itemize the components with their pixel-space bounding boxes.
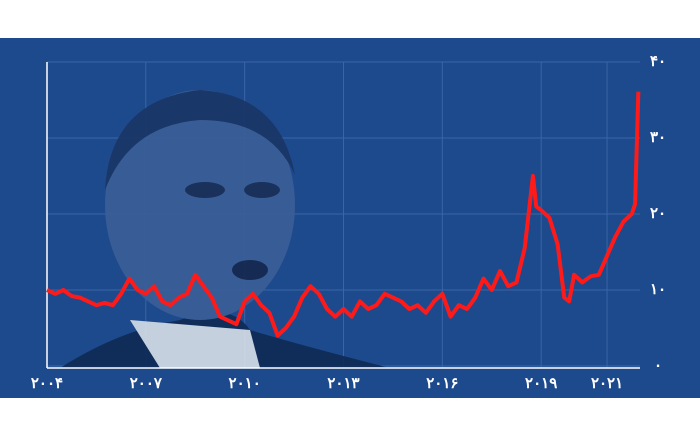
x-tick-label: ۲۰۰۷ bbox=[130, 374, 163, 392]
x-tick-label: ۲۰۱۶ bbox=[426, 374, 458, 392]
y-tick-label: ۳۰ bbox=[650, 128, 666, 146]
y-tick-label: ۰ bbox=[654, 356, 662, 374]
x-tick-label: ۲۰۲۱ bbox=[591, 374, 623, 392]
y-tick-label: ۲۰ bbox=[650, 204, 666, 222]
x-tick-label: ۲۰۰۴ bbox=[31, 374, 63, 392]
line bbox=[46, 91, 641, 338]
x-tick-label: ۲۰۱۰ bbox=[229, 374, 261, 392]
x-tick-label: ۲۰۱۳ bbox=[327, 374, 359, 392]
portrait bbox=[60, 90, 390, 368]
y-tick-label: ۱۰ bbox=[650, 280, 666, 298]
x-tick-label: ۲۰۱۹ bbox=[525, 374, 557, 392]
y-tick-label: ۴۰ bbox=[650, 52, 666, 70]
